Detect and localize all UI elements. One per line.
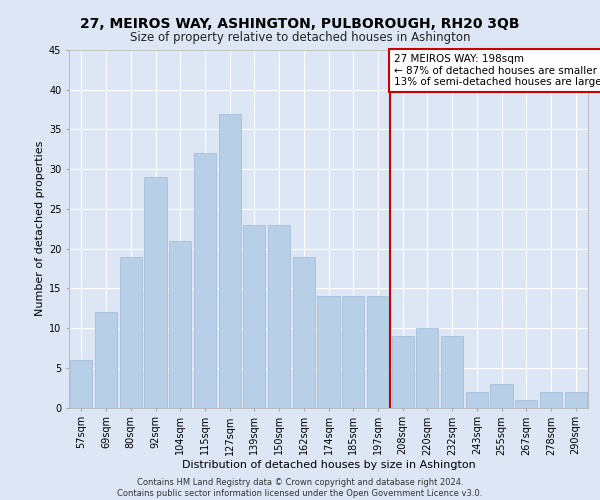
Text: 27 MEIROS WAY: 198sqm
← 87% of detached houses are smaller (240)
13% of semi-det: 27 MEIROS WAY: 198sqm ← 87% of detached … <box>394 54 600 87</box>
Bar <box>490 384 512 407</box>
Bar <box>441 336 463 407</box>
Bar <box>218 114 241 408</box>
Bar <box>565 392 587 407</box>
Bar <box>466 392 488 407</box>
Y-axis label: Number of detached properties: Number of detached properties <box>35 141 44 316</box>
Bar <box>293 256 315 408</box>
Text: 27, MEIROS WAY, ASHINGTON, PULBOROUGH, RH20 3QB: 27, MEIROS WAY, ASHINGTON, PULBOROUGH, R… <box>80 18 520 32</box>
Bar <box>169 240 191 408</box>
Bar <box>367 296 389 408</box>
Bar <box>95 312 117 408</box>
Bar <box>194 154 216 408</box>
Bar <box>119 256 142 408</box>
Bar <box>540 392 562 407</box>
Bar <box>268 225 290 408</box>
Text: Contains HM Land Registry data © Crown copyright and database right 2024.
Contai: Contains HM Land Registry data © Crown c… <box>118 478 482 498</box>
Bar <box>392 336 414 407</box>
Bar <box>145 177 167 408</box>
Bar <box>70 360 92 408</box>
Bar <box>342 296 364 408</box>
Bar <box>243 225 265 408</box>
Text: Size of property relative to detached houses in Ashington: Size of property relative to detached ho… <box>130 31 470 44</box>
X-axis label: Distribution of detached houses by size in Ashington: Distribution of detached houses by size … <box>182 460 475 470</box>
Bar <box>317 296 340 408</box>
Bar <box>515 400 538 407</box>
Bar <box>416 328 439 407</box>
